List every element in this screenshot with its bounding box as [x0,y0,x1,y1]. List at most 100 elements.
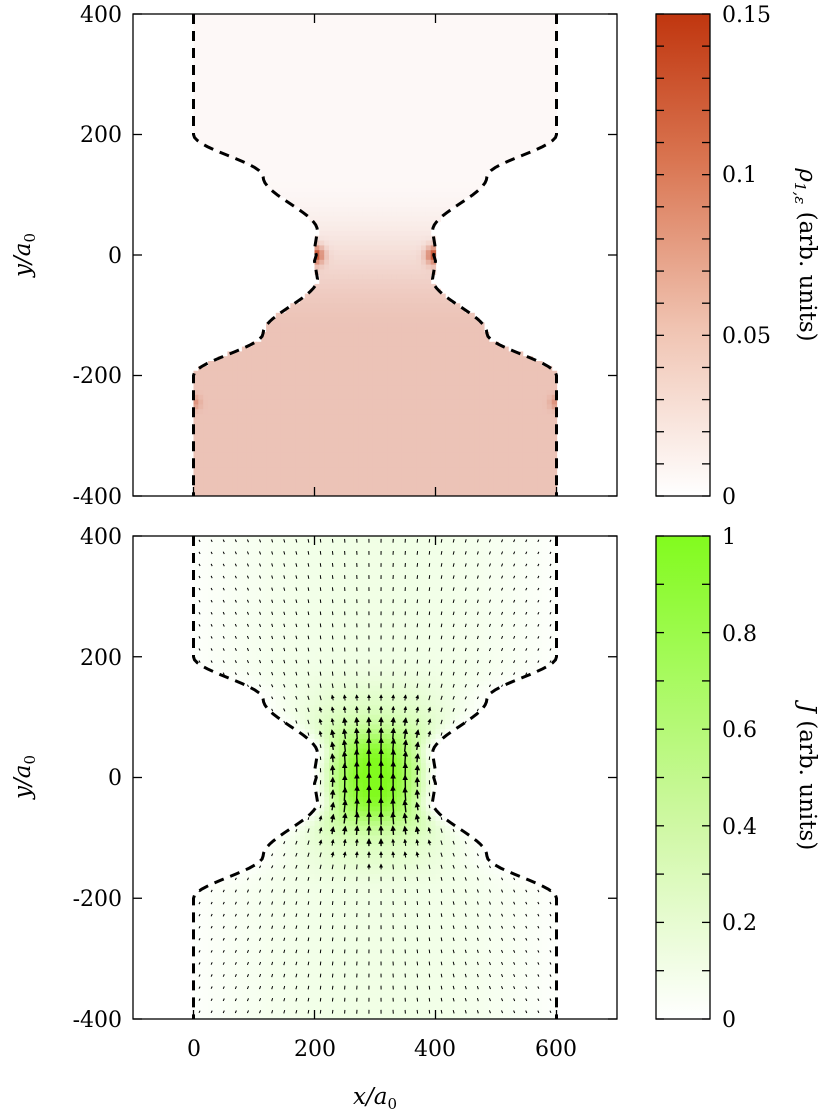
density-cell [537,139,543,145]
density-cell [479,332,485,338]
density-cell [300,18,306,25]
density-cell [377,409,383,415]
density-cell [421,351,427,357]
density-cell [338,409,345,415]
density-cell [367,211,374,218]
density-cell [421,230,427,237]
density-cell [198,375,204,381]
density-cell [377,33,383,39]
density-cell [503,86,509,92]
density-cell [358,317,364,324]
density-cell [338,211,345,218]
density-cell [314,298,320,304]
density-cell [266,158,272,165]
density-cell [416,192,422,198]
density-cell [203,62,209,68]
density-cell [324,158,330,165]
density-cell [382,134,388,140]
density-cell [362,52,369,59]
density-cell [537,52,543,59]
density-cell [372,23,379,30]
density-cell [493,390,500,396]
density-cell [440,375,446,381]
density-cell [348,62,354,68]
density-cell [304,390,311,396]
density-cell [270,351,277,357]
density-cell [459,47,466,54]
density-cell [270,177,277,184]
density-cell [483,370,490,377]
density-cell [358,62,364,68]
density-cell [464,332,470,338]
density-cell [387,177,393,184]
density-cell [551,105,558,112]
density-cell [232,414,238,420]
density-cell [343,327,349,333]
density-cell [396,336,403,343]
density-cell [256,163,262,169]
density-cell [459,28,466,34]
density-cell [396,115,403,121]
density-cell [319,365,325,372]
density-cell [406,211,412,218]
density-cell [285,168,291,174]
density-cell [329,211,335,218]
density-cell [285,418,291,425]
density-cell [362,317,369,324]
density-cell [222,365,228,372]
density-cell [532,110,538,116]
density-cell [454,28,461,34]
density-cell [362,423,369,430]
density-cell [430,28,437,34]
density-cell [454,52,461,59]
density-cell [474,428,480,434]
density-cell [353,230,359,237]
density-cell [391,245,398,251]
density-cell [348,394,354,401]
density-cell [285,18,291,25]
density-cell [314,52,320,59]
density-cell [406,279,412,285]
density-cell [542,57,548,63]
density-cell [329,202,335,208]
density-cell [406,115,412,121]
density-cell [396,62,403,68]
density-cell [343,250,349,256]
density-cell [362,100,369,107]
density-cell [261,47,267,54]
density-cell [227,385,233,391]
density-cell [372,168,379,174]
density-cell [232,139,238,145]
density-cell [353,163,359,169]
density-cell [546,95,553,102]
density-cell [203,86,209,92]
density-cell [445,351,451,357]
density-cell [280,124,287,131]
density-cell [430,202,437,208]
density-cell [382,293,388,300]
density-cell [290,418,296,425]
density-cell [232,33,238,39]
density-cell [324,390,330,396]
density-cell [329,216,335,222]
density-cell [508,399,514,406]
density-cell [309,202,316,208]
density-cell [440,390,446,396]
density-cell [280,341,287,348]
density-cell [464,38,470,44]
density-cell [440,370,446,377]
density-cell [425,182,432,189]
density-cell [237,144,243,150]
density-cell [333,144,340,150]
density-cell [237,124,243,131]
density-cell [401,149,408,155]
density-cell [304,153,311,160]
density-cell [440,42,446,49]
density-cell [411,341,417,348]
density-cell [290,414,296,420]
density-cell [406,206,412,213]
density-cell [532,91,538,97]
density-cell [401,428,408,434]
density-cell [300,144,306,150]
density-cell [338,177,345,184]
